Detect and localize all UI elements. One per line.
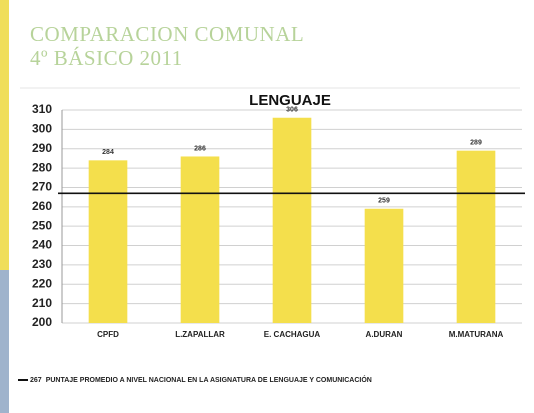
value-label: 286	[194, 145, 206, 152]
reference-value: 267	[30, 377, 42, 384]
value-label: 306	[286, 107, 298, 114]
y-tick-label: 210	[32, 296, 52, 310]
reference-label: PUNTAJE PROMEDIO A NIVEL NACIONAL EN LA …	[46, 375, 372, 384]
y-tick-label: 270	[32, 180, 52, 194]
x-tick-label: L.ZAPALLAR	[175, 330, 225, 339]
y-tick-label: 280	[32, 160, 52, 174]
bar	[272, 117, 312, 323]
y-tick-label: 220	[32, 276, 52, 290]
y-tick-label: 240	[32, 238, 52, 252]
x-tick-label: CPFD	[97, 330, 119, 339]
bar	[88, 160, 128, 323]
y-tick-label: 200	[32, 315, 52, 329]
x-tick-label: E. CACHAGUA	[264, 330, 321, 339]
bar	[364, 208, 404, 323]
y-tick-label: 260	[32, 199, 52, 213]
bar	[456, 150, 496, 323]
reference-note: 267 PUNTAJE PROMEDIO A NIVEL NACIONAL EN …	[30, 375, 372, 384]
side-strip	[0, 270, 9, 413]
chart-title: LENGUAJE	[249, 92, 331, 109]
y-tick-label: 230	[32, 257, 52, 271]
x-tick-label: M.MATURANA	[449, 330, 504, 339]
y-tick-label: 310	[32, 102, 52, 116]
y-tick-label: 300	[32, 122, 52, 136]
value-label: 289	[470, 140, 482, 147]
bar	[180, 156, 220, 323]
slide-subtitle: 4º BÁSICO 2011	[30, 46, 183, 70]
side-strip	[0, 0, 9, 270]
y-tick-label: 250	[32, 218, 52, 232]
value-label: 284	[102, 149, 114, 156]
value-label: 259	[378, 198, 390, 205]
y-tick-label: 290	[32, 141, 52, 155]
x-tick-label: A.DURAN	[366, 330, 403, 339]
slide-title: COMPARACION COMUNAL	[30, 22, 304, 46]
